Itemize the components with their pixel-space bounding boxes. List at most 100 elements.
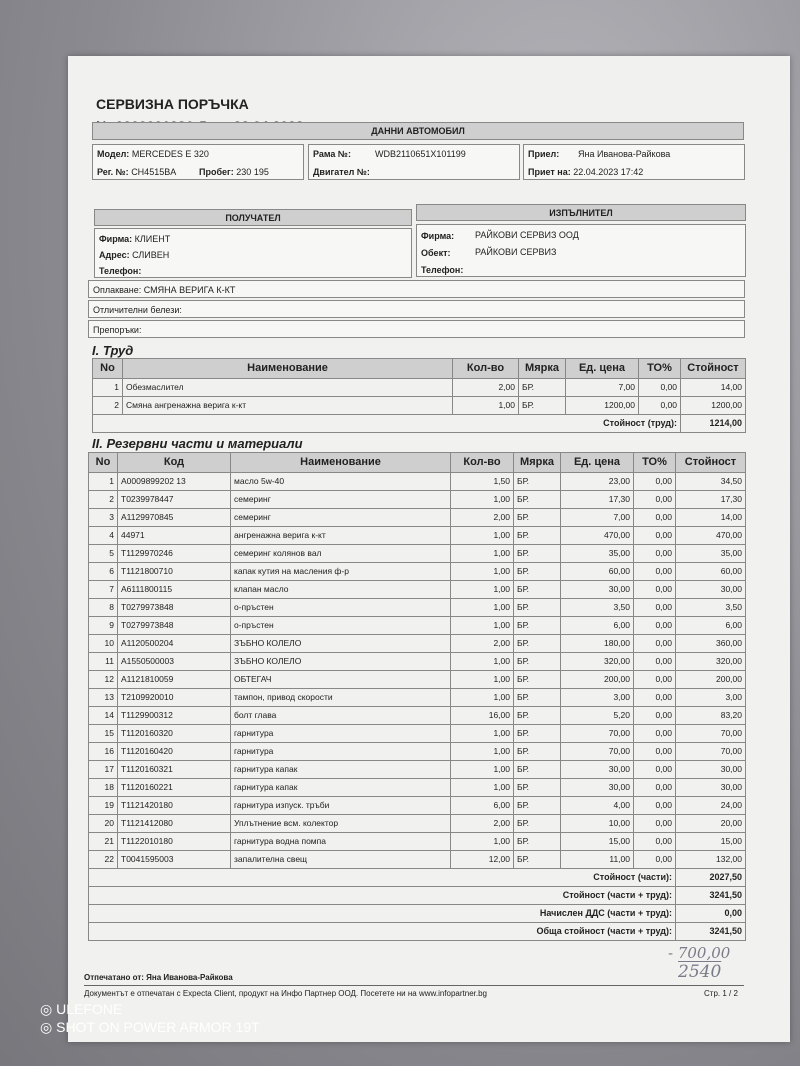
table-cell: 17,30: [675, 490, 746, 509]
table-cell: 60,00: [560, 562, 634, 581]
table-cell: 0,00: [633, 598, 676, 617]
table-row: 4 44971 ангренажна верига к-кт 1,00 БР. 470,0…: [88, 526, 746, 545]
labor-total-value: 1214,00: [680, 414, 746, 433]
recipient-phone-label: Телефон:: [99, 266, 142, 276]
table-cell: 0,00: [633, 688, 676, 707]
footer-note: Документът е отпечатан с Expecta Client,…: [84, 989, 487, 998]
table-cell: БР.: [513, 688, 561, 707]
parts-total-row: Стойност (части): 2027,50: [88, 868, 746, 887]
table-cell: 17: [88, 760, 118, 779]
column-header: No: [92, 358, 123, 379]
table-cell: 0,00: [633, 472, 676, 491]
table-cell: 0,00: [633, 544, 676, 563]
table-cell: 1: [88, 472, 118, 491]
table-cell: 0,00: [638, 396, 681, 415]
column-header: No: [88, 452, 118, 473]
table-cell: 0,00: [633, 526, 676, 545]
table-cell: T0041595003: [117, 850, 231, 869]
table-cell: 1,00: [450, 544, 514, 563]
table-cell: 6: [88, 562, 118, 581]
table-cell: T1120160221: [117, 778, 231, 797]
reg-value: CH4515BA: [131, 167, 177, 177]
table-cell: 10: [88, 634, 118, 653]
handwritten-result: 2540: [678, 962, 722, 982]
engine-label: Двигател №:: [313, 167, 370, 177]
table-cell: 14,00: [680, 378, 746, 397]
table-cell: 320,00: [675, 652, 746, 671]
table-cell: 9: [88, 616, 118, 635]
column-header: Мярка: [518, 358, 566, 379]
service-order-document: СЕРВИЗНА ПОРЪЧКА № 0000001286 Дата 22.04…: [68, 56, 790, 1042]
received-by-label: Приел:: [528, 149, 560, 159]
total-label: Начислен ДДС (части + труд):: [88, 904, 676, 923]
table-cell: 3,00: [675, 688, 746, 707]
table-row: 1 A0009899202 13 масло 5w-40 1,50 БР. 23,00 0,…: [88, 472, 746, 491]
model-value: MERCEDES E 320: [131, 149, 209, 159]
table-cell: семеринг: [230, 490, 451, 509]
table-cell: БР.: [513, 526, 561, 545]
table-row: 11 A1550500003 ЗЪБНО КОЛЕЛО 1,00 БР. 320,00 0,…: [88, 652, 746, 671]
table-cell: БР.: [513, 814, 561, 833]
table-row: 22 T0041595003 запалителна свещ 12,00 БР. 11,…: [88, 850, 746, 869]
table-cell: БР.: [513, 796, 561, 815]
table-cell: БР.: [513, 778, 561, 797]
table-cell: 2: [92, 396, 123, 415]
frame-value: WDB2110651X101199: [375, 149, 466, 159]
table-cell: БР.: [513, 580, 561, 599]
table-cell: 1,00: [450, 652, 514, 671]
table-row: 7 A6111800115 клапан масло 1,00 БР. 30,00 0,00…: [88, 580, 746, 599]
table-row: 18 T1120160221 гарнитура капак 1,00 БР. 30,00…: [88, 778, 746, 797]
table-cell: 17,30: [560, 490, 634, 509]
table-cell: T1121412080: [117, 814, 231, 833]
recipient-firm: КЛИЕНТ: [134, 234, 171, 244]
table-cell: 60,00: [675, 562, 746, 581]
table-cell: БР.: [513, 670, 561, 689]
table-cell: БР.: [513, 544, 561, 563]
table-cell: 1,00: [450, 616, 514, 635]
table-cell: 132,00: [675, 850, 746, 869]
table-cell: T1121420180: [117, 796, 231, 815]
table-cell: 30,00: [675, 760, 746, 779]
table-cell: 18: [88, 778, 118, 797]
table-cell: 70,00: [675, 724, 746, 743]
table-cell: 180,00: [560, 634, 634, 653]
table-cell: T0239978447: [117, 490, 231, 509]
table-cell: 19: [88, 796, 118, 815]
table-row: 8 T0279973848 о-пръстен 1,00 БР. 3,50 0,00 3,50: [88, 598, 746, 617]
contractor-phone-label: Телефон:: [421, 265, 464, 275]
table-row: 9 T0279973848 о-пръстен 1,00 БР. 6,00 0,00 6,00: [88, 616, 746, 635]
table-cell: 2,00: [452, 378, 519, 397]
table-cell: 1,00: [450, 490, 514, 509]
table-cell: 0,00: [633, 706, 676, 725]
document-title: СЕРВИЗНА ПОРЪЧКА: [96, 96, 249, 112]
table-cell: масло 5w-40: [230, 472, 451, 491]
reg-label: Рег. №:: [97, 167, 129, 177]
table-cell: 1,00: [450, 526, 514, 545]
table-cell: 16,00: [450, 706, 514, 725]
table-cell: 0,00: [633, 490, 676, 509]
table-cell: 0,00: [633, 760, 676, 779]
table-cell: 3,50: [675, 598, 746, 617]
table-cell: семеринг колянов вал: [230, 544, 451, 563]
table-cell: 1,00: [450, 580, 514, 599]
table-cell: 35,00: [675, 544, 746, 563]
table-cell: ОБТЕГАЧ: [230, 670, 451, 689]
table-cell: 360,00: [675, 634, 746, 653]
table-cell: 2,00: [450, 814, 514, 833]
frame-label: Рама №:: [313, 149, 351, 159]
table-cell: 22: [88, 850, 118, 869]
table-cell: 0,00: [633, 562, 676, 581]
table-cell: БР.: [518, 378, 566, 397]
table-cell: 7: [88, 580, 118, 599]
contractor-firm: РАЙКОВИ СЕРВИЗ ООД: [475, 230, 579, 240]
table-cell: 0,00: [633, 724, 676, 743]
table-cell: T2109920010: [117, 688, 231, 707]
marks-row: Отличителни белези:: [88, 300, 745, 318]
total-label: Стойност (части):: [88, 868, 676, 887]
table-cell: 0,00: [633, 652, 676, 671]
table-cell: 3: [88, 508, 118, 527]
complaint-row: Оплакване: СМЯНА ВЕРИГА К-КТ: [88, 280, 745, 298]
footer-divider: [84, 985, 744, 986]
table-cell: 12: [88, 670, 118, 689]
table-cell: 6,00: [675, 616, 746, 635]
